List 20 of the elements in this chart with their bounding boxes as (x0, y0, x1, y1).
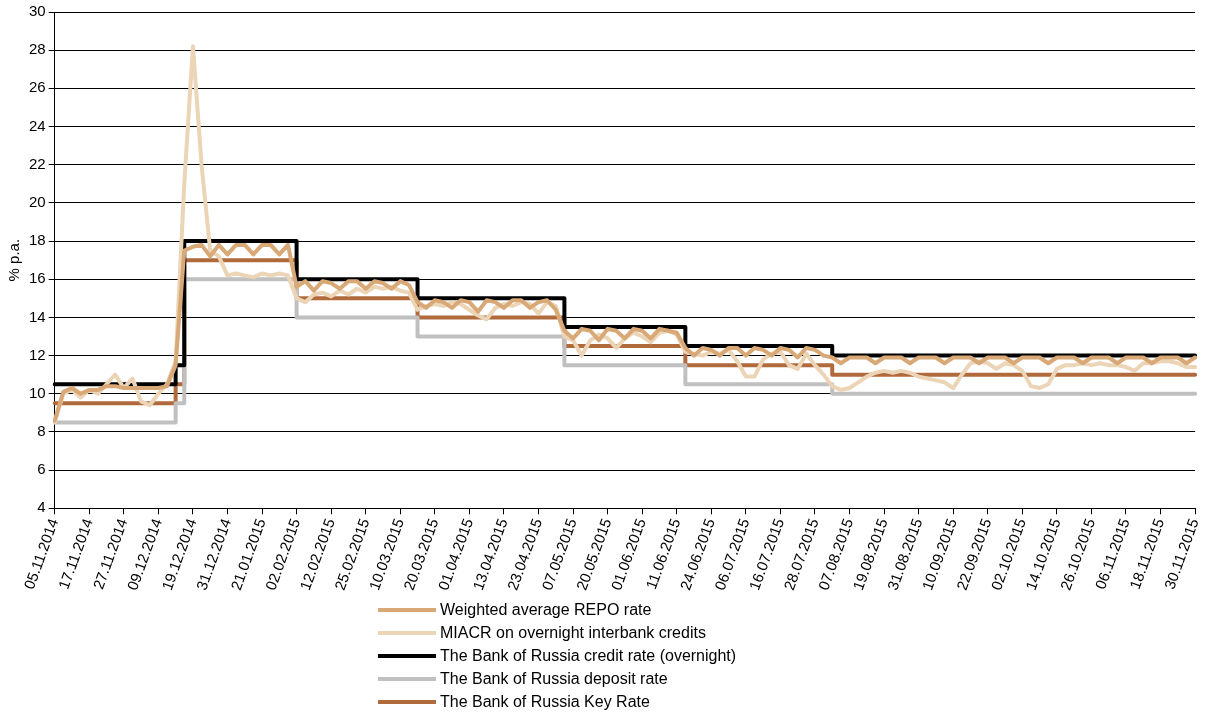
legend-label: MIACR on overnight interbank credits (440, 623, 706, 642)
y-tick-label: 8 (37, 422, 46, 440)
y-tick-label: 24 (29, 116, 46, 134)
y-tick-label: 16 (29, 269, 46, 287)
legend-label: Weighted average REPO rate (440, 600, 652, 619)
y-tick-label: 20 (29, 193, 46, 211)
y-tick-label: 12 (29, 345, 46, 363)
y-tick-label: 22 (29, 154, 46, 172)
y-tick-label: 26 (29, 78, 46, 96)
y-tick-label: 28 (29, 40, 46, 58)
y-tick-label: 18 (29, 231, 46, 249)
y-tick-label: 10 (29, 383, 46, 401)
y-tick-label: 30 (29, 2, 46, 20)
legend-label: The Bank of Russia deposit rate (440, 669, 668, 688)
legend-label: The Bank of Russia credit rate (overnight) (440, 646, 737, 665)
y-tick-label: 6 (37, 460, 46, 478)
y-tick-label: 4 (37, 498, 46, 516)
y-tick-label: 14 (29, 307, 46, 325)
legend-label: The Bank of Russia Key Rate (440, 692, 650, 711)
y-axis-title: % p.a. (5, 238, 23, 282)
